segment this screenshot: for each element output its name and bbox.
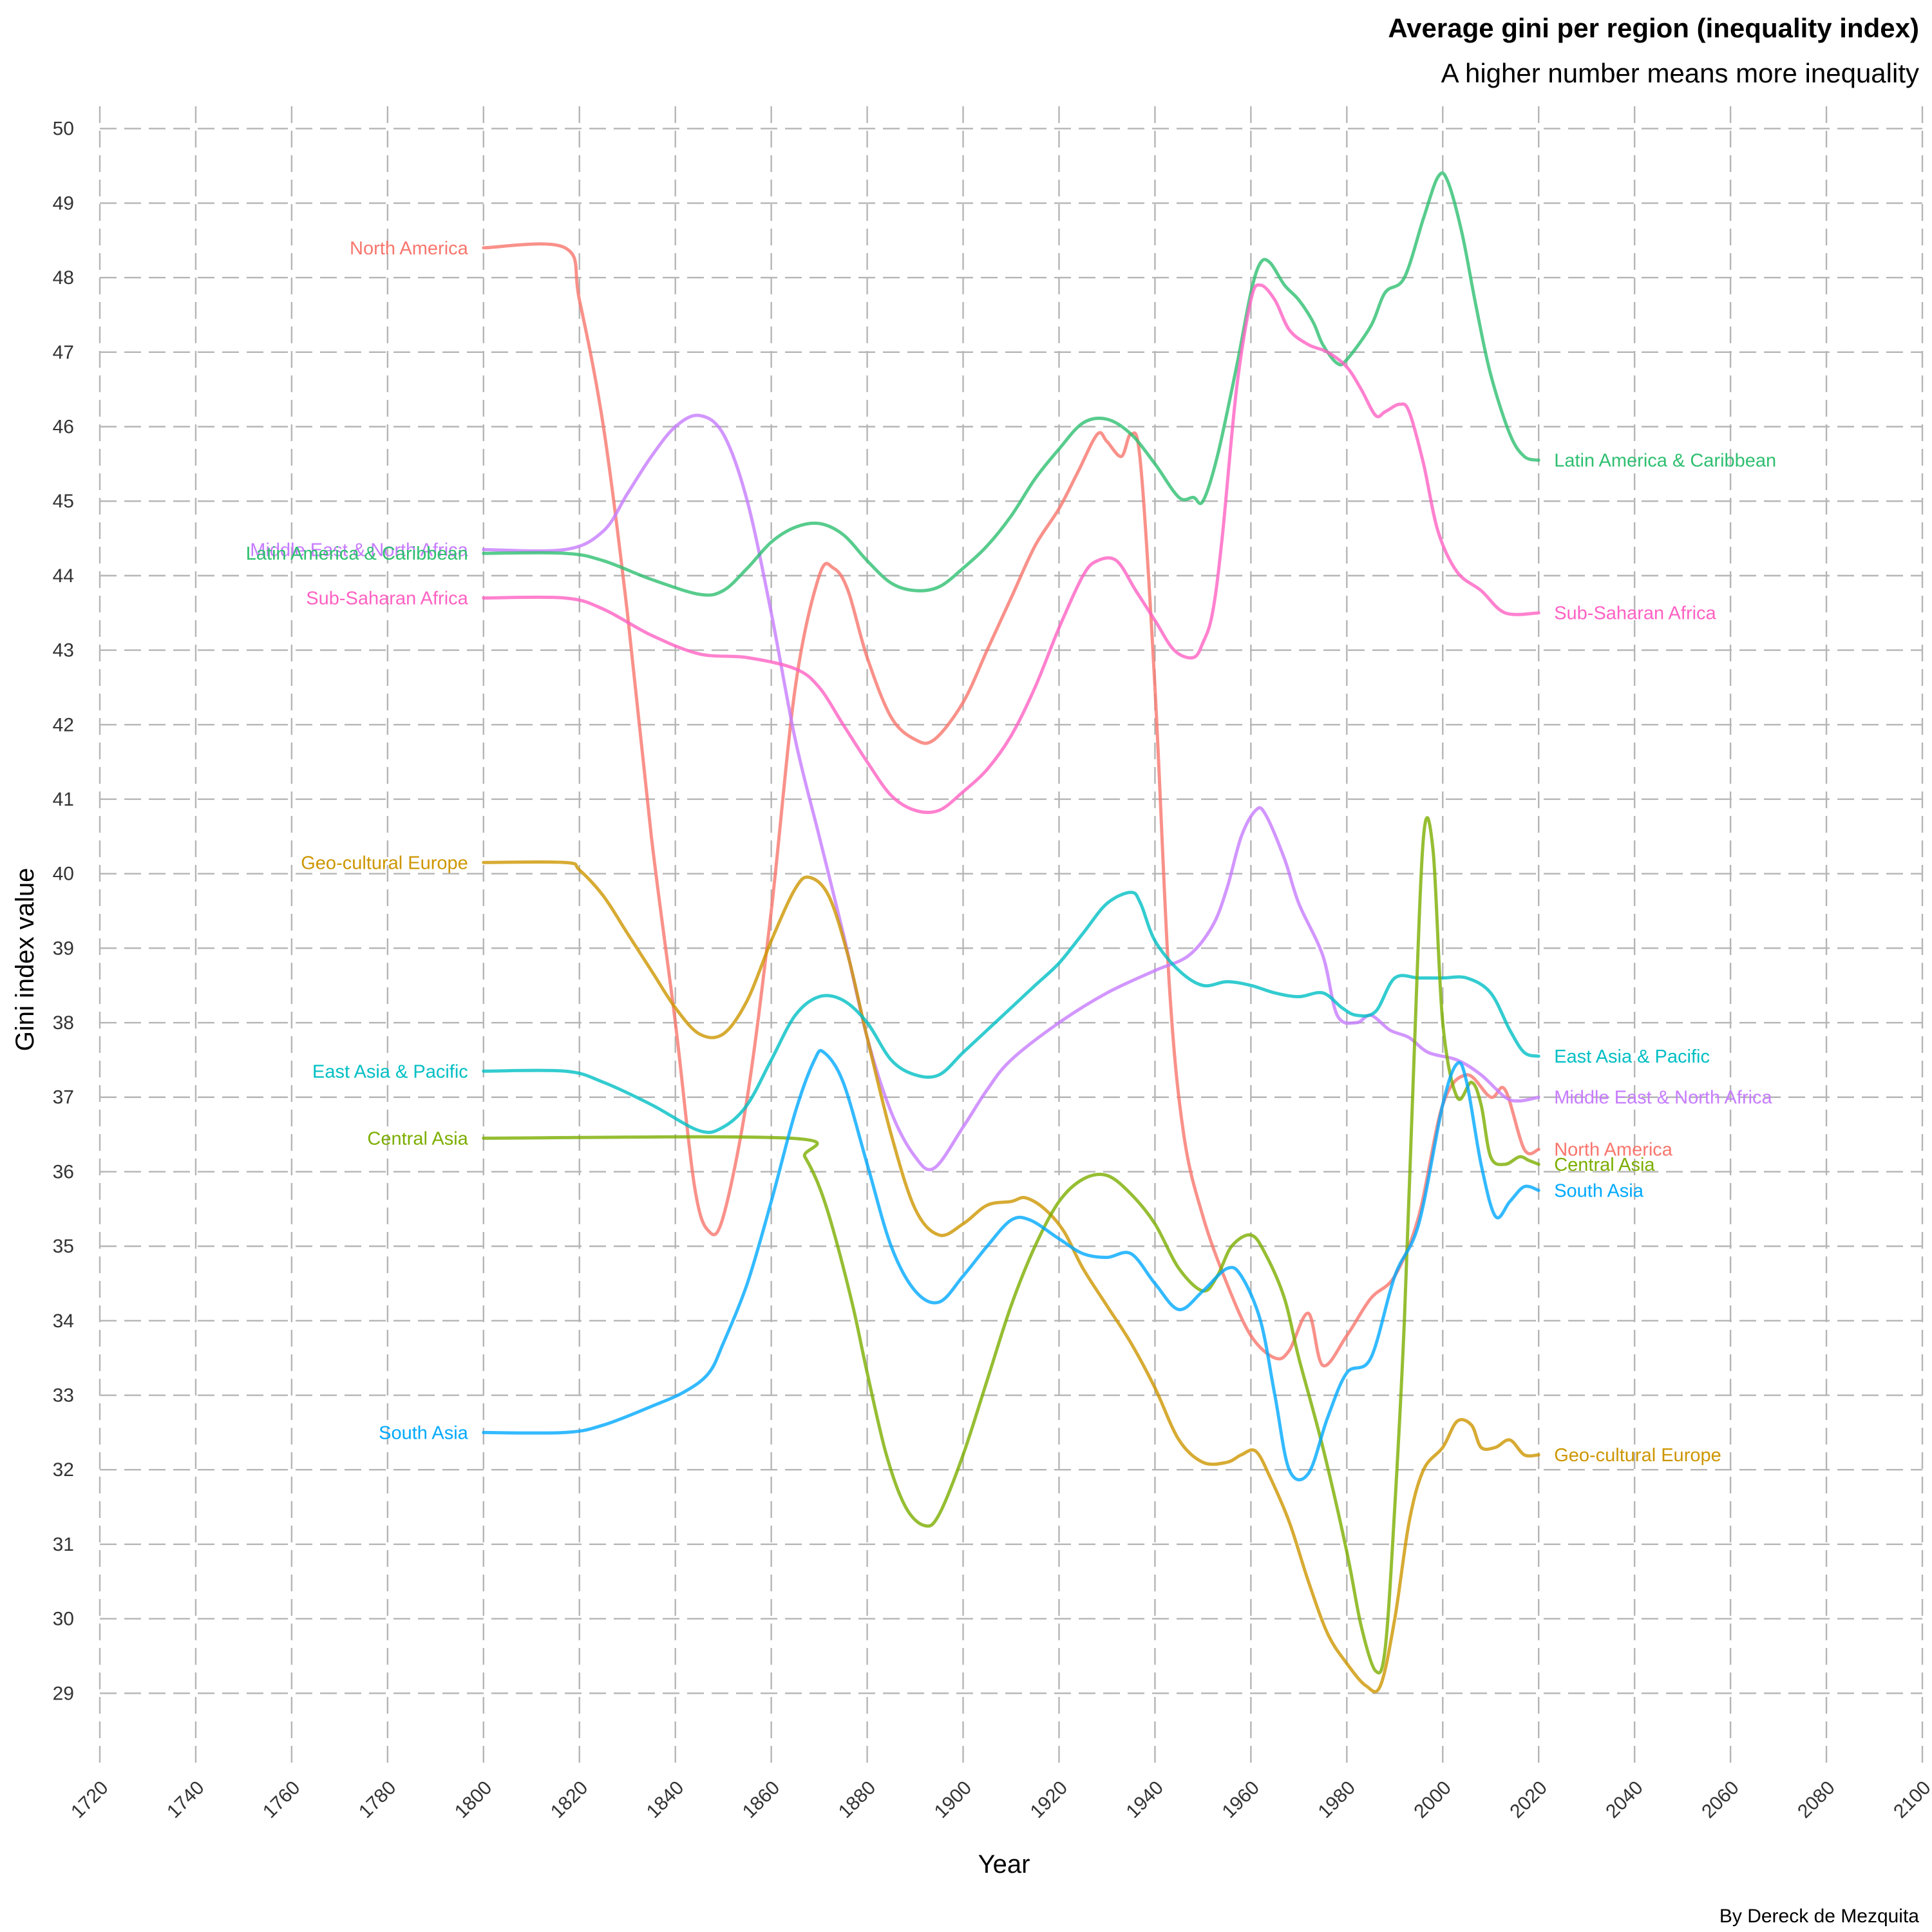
series-label-left-north-america: North America [350, 238, 469, 259]
series-label-left-sub-saharan-africa: Sub-Saharan Africa [306, 589, 468, 609]
x-tick-label: 1800 [451, 1777, 497, 1823]
series-label-left-central-asia: Central Asia [367, 1128, 468, 1149]
y-tick-label: 33 [53, 1385, 74, 1406]
x-tick-label: 1840 [643, 1777, 688, 1823]
x-tick-label: 1900 [931, 1777, 976, 1823]
x-tick-label: 1860 [739, 1777, 784, 1823]
x-tick-label: 1720 [67, 1777, 113, 1823]
y-tick-label: 30 [53, 1609, 74, 1630]
y-tick-label: 44 [53, 565, 74, 587]
y-tick-label: 45 [53, 491, 74, 512]
y-tick-label: 47 [53, 342, 74, 363]
series-line-east-asia-pacific [482, 891, 1540, 1134]
y-tick-label: 31 [53, 1534, 74, 1555]
series-line-central-asia [482, 816, 1540, 1675]
y-tick-label: 35 [53, 1236, 74, 1257]
series-label-left-east-asia-pacific: East Asia & Pacific [312, 1061, 468, 1082]
y-tick-label: 46 [53, 416, 74, 437]
x-tick-label: 2080 [1794, 1777, 1839, 1823]
x-tick-label: 1960 [1218, 1777, 1264, 1823]
x-tick-label: 2000 [1410, 1777, 1455, 1823]
y-tick-label: 29 [53, 1683, 74, 1704]
series-label-left-geo-cultural-europe: Geo-cultural Europe [301, 853, 468, 873]
series-label-right-central-asia: Central Asia [1554, 1155, 1655, 1175]
y-tick-label: 34 [53, 1311, 74, 1332]
x-tick-label: 1780 [355, 1777, 401, 1823]
x-tick-label: 1880 [835, 1777, 880, 1823]
y-tick-label: 40 [53, 864, 74, 885]
x-tick-label: 1740 [163, 1777, 209, 1823]
series-label-left-middle-east-north-africa: Middle East & North Africa [250, 540, 468, 560]
y-tick-label: 32 [53, 1459, 74, 1481]
series-line-latin-america-caribbean [482, 171, 1540, 597]
y-tick-label: 39 [53, 938, 74, 959]
x-tick-label: 1760 [259, 1777, 305, 1823]
x-tick-label: 2020 [1506, 1777, 1551, 1823]
x-tick-label: 1920 [1027, 1777, 1072, 1823]
x-tick-label: 1980 [1314, 1777, 1359, 1823]
x-tick-label: 2040 [1602, 1777, 1647, 1823]
chart-title: Average gini per region (inequality inde… [1388, 13, 1919, 43]
x-tick-label: 2100 [1889, 1777, 1932, 1823]
y-axis-ticks: 29 30 31 32 33 34 35 36 37 38 39 40 41 42 43 44 45 46 47 48… [53, 118, 74, 1705]
x-tick-label: 1820 [547, 1777, 592, 1823]
y-tick-label: 48 [53, 267, 74, 289]
series-label-right-east-asia-pacific: East Asia & Pacific [1554, 1046, 1710, 1067]
y-tick-label: 43 [53, 640, 74, 661]
y-tick-label: 49 [53, 193, 74, 214]
y-tick-label: 36 [53, 1161, 74, 1182]
x-axis-ticks: 1720 1740 1760 1780 1800 1820 1840 1860 1880 1900… [67, 1777, 1932, 1823]
y-tick-label: 50 [53, 118, 74, 140]
series-label-left-south-asia: South Asia [379, 1423, 469, 1443]
chart-caption: By Dereck de Mezquita [1719, 1906, 1919, 1927]
series-line-geo-cultural-europe [482, 860, 1540, 1694]
y-tick-label: 41 [53, 789, 74, 810]
series-line-sub-saharan-africa [482, 283, 1540, 815]
series-label-right-south-asia: South Asia [1554, 1180, 1644, 1201]
series-labels: North America North America Middle East & … [246, 238, 1776, 1466]
series-lines [482, 171, 1540, 1694]
y-axis-title: Gini index value [11, 868, 39, 1052]
series-line-south-asia [482, 1048, 1540, 1482]
y-tick-label: 42 [53, 714, 74, 735]
y-tick-label: 37 [53, 1087, 74, 1108]
series-label-right-sub-saharan-africa: Sub-Saharan Africa [1554, 603, 1716, 624]
y-tick-label: 38 [53, 1012, 74, 1034]
series-label-right-geo-cultural-europe: Geo-cultural Europe [1554, 1445, 1721, 1466]
x-tick-label: 2060 [1698, 1777, 1743, 1823]
series-line-north-america [482, 242, 1540, 1368]
series-label-right-latin-america-caribbean: Latin America & Caribbean [1554, 451, 1776, 471]
x-tick-label: 1940 [1122, 1777, 1168, 1823]
x-axis-title: Year [978, 1850, 1030, 1879]
grid [99, 106, 1924, 1768]
series-label-right-north-america: North America [1554, 1140, 1673, 1160]
series-line-middle-east-north-africa [482, 413, 1540, 1171]
series-label-left-latin-america-caribbean: Latin America & Caribbean [246, 544, 468, 564]
series-label-right-middle-east-north-africa: Middle East & North Africa [1554, 1088, 1772, 1108]
chart-subtitle: A higher number means more inequality [1441, 58, 1919, 88]
